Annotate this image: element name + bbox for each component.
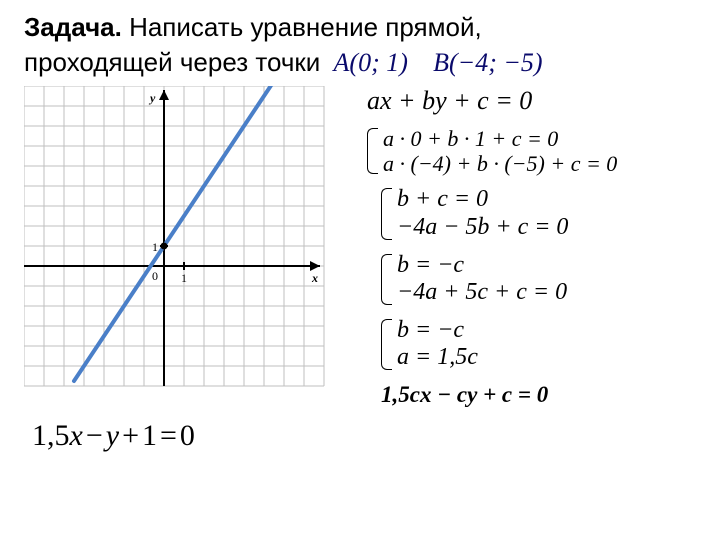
title-bold: Задача. — [24, 12, 122, 42]
sys3-line1: b = −c — [397, 252, 696, 280]
general-equation: ax + by + c = 0 — [367, 86, 696, 116]
system-4: b = −c a = 1,5c — [381, 317, 696, 372]
subtitle-text: проходящей через точки — [24, 47, 320, 77]
svg-text:0: 0 — [152, 269, 158, 283]
svg-text:1: 1 — [152, 240, 158, 254]
sys3-line2: −4a + 5c + c = 0 — [397, 279, 696, 307]
system-2: b + c = 0 −4a − 5b + c = 0 — [381, 186, 696, 241]
coordinate-graph: x y 0 1 1 — [24, 86, 339, 406]
sys1-line1: a · 0 + b · 1 + c = 0 — [383, 126, 696, 151]
sys1-line2: a · (−4) + b · (−5) + c = 0 — [383, 151, 696, 176]
sys4-line2: a = 1,5c — [397, 344, 696, 372]
system-3: b = −c −4a + 5c + c = 0 — [381, 252, 696, 307]
subtitle-row: проходящей через точки A(0; 1) B(−4; −5) — [24, 47, 696, 78]
combined-equation: 1,5cx − cy + c = 0 — [381, 382, 696, 408]
svg-text:1: 1 — [181, 271, 187, 285]
point-b: B(−4; −5) — [433, 48, 542, 77]
title-rest: Написать уравнение прямой, — [122, 12, 482, 42]
point-a: A(0; 1) — [334, 48, 408, 77]
sys4-line1: b = −c — [397, 317, 696, 345]
title: Задача. Написать уравнение прямой, — [24, 12, 696, 43]
left-column: x y 0 1 1 1,5x−y+1=0 — [24, 86, 339, 453]
sys2-line2: −4a − 5b + c = 0 — [397, 214, 696, 242]
right-column: ax + by + c = 0 a · 0 + b · 1 + c = 0 a … — [357, 86, 696, 453]
sys2-line1: b + c = 0 — [397, 186, 696, 214]
system-1: a · 0 + b · 1 + c = 0 a · (−4) + b · (−5… — [367, 126, 696, 177]
svg-text:y: y — [148, 91, 156, 105]
svg-text:x: x — [311, 271, 318, 285]
answer-equation: 1,5x−y+1=0 — [32, 419, 339, 453]
